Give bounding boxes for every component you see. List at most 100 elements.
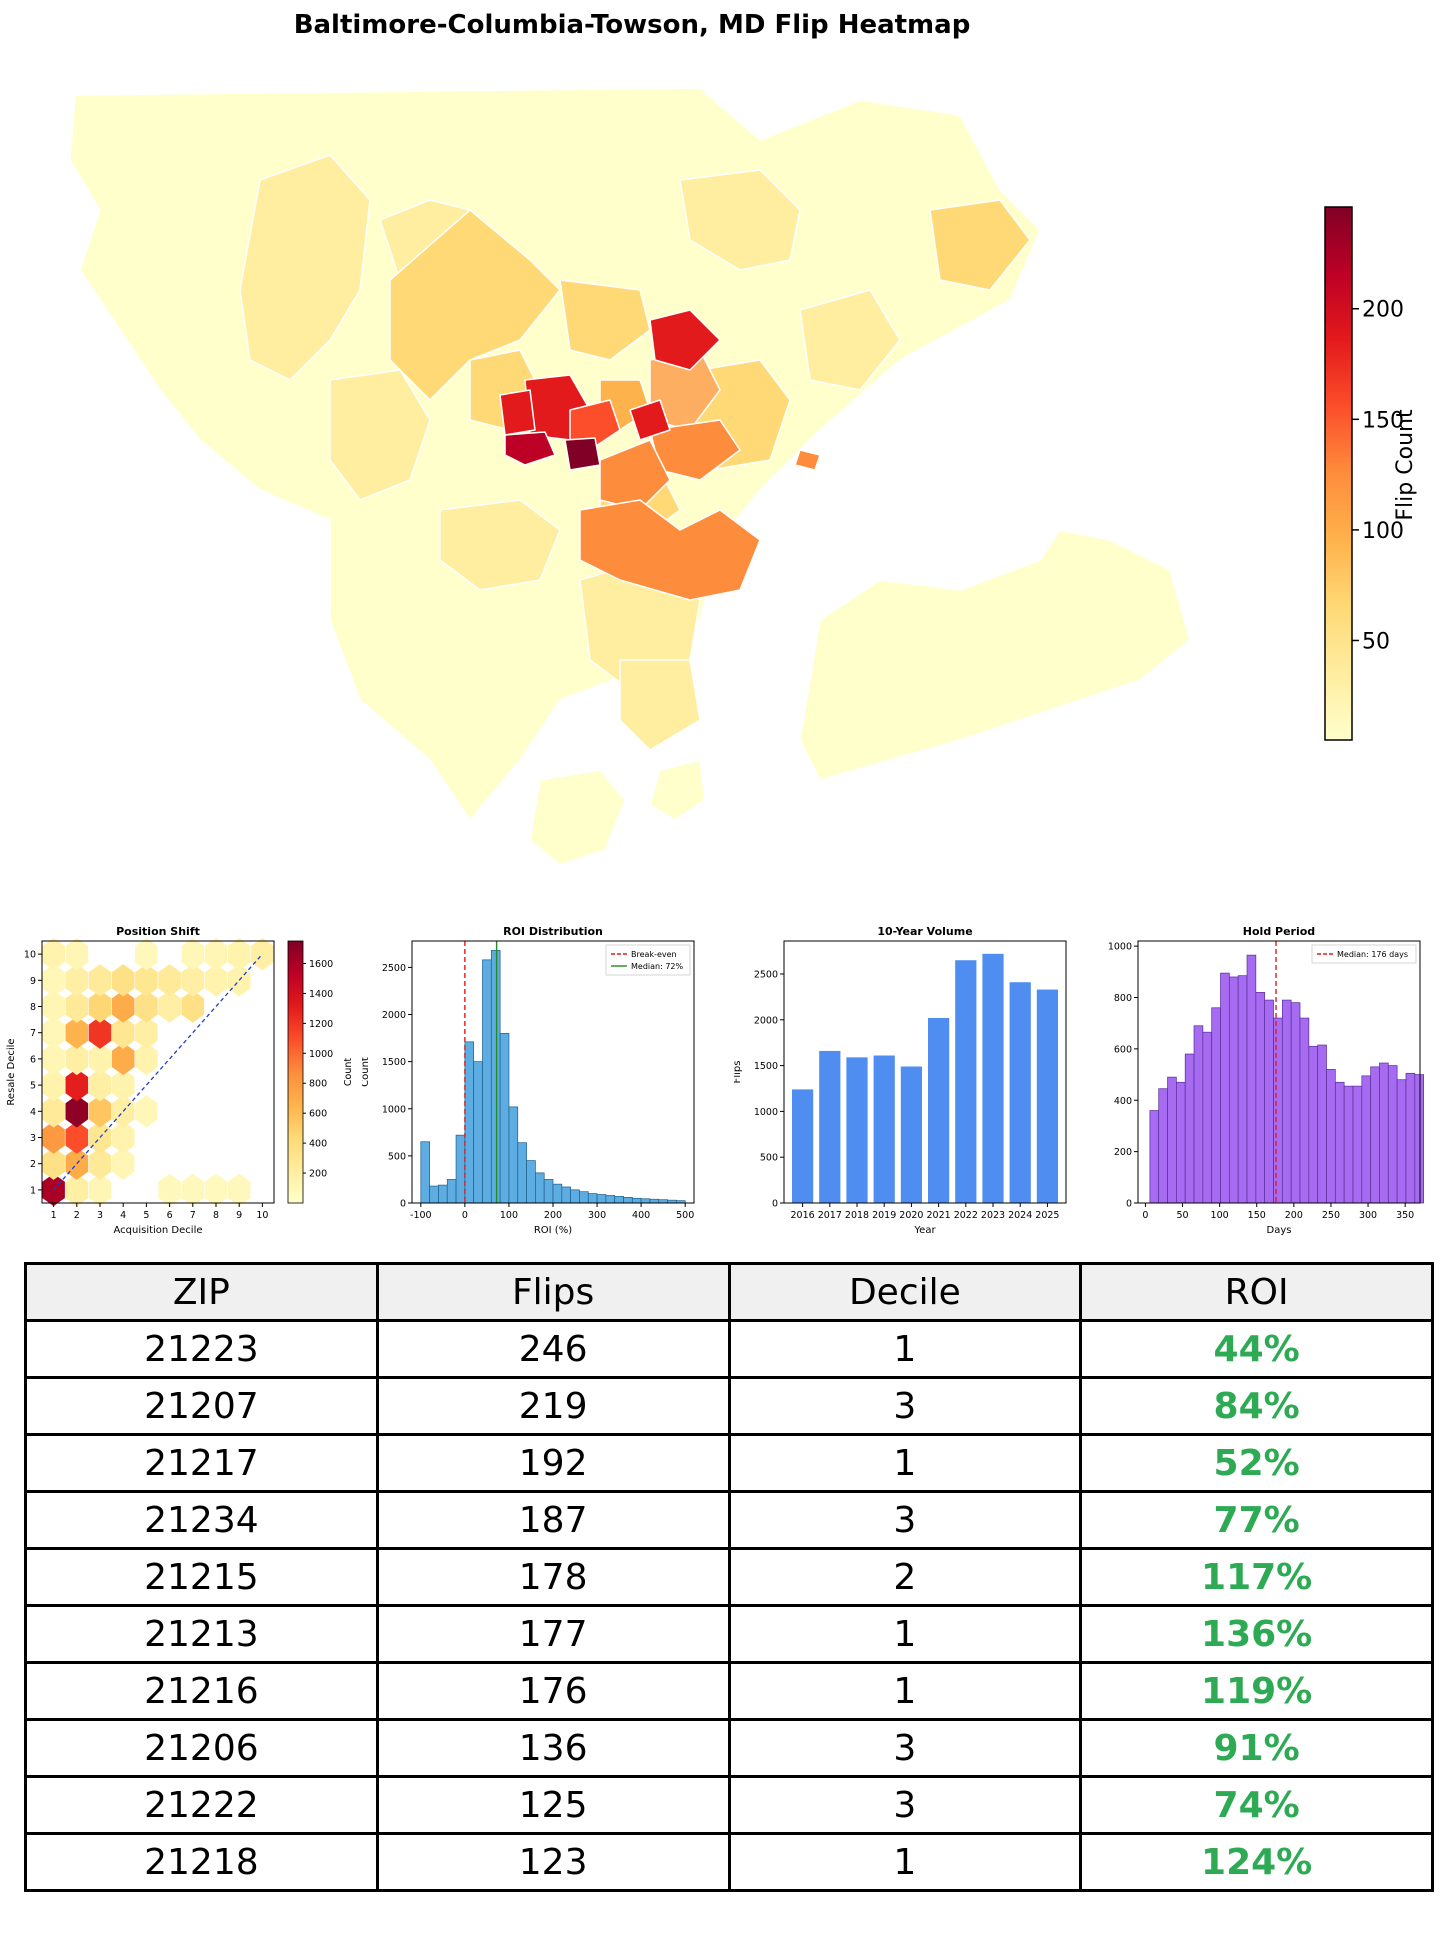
map-region <box>569 399 621 451</box>
map-colorbar-tick-label: 100 <box>1362 519 1404 544</box>
col-header-decile: Decile <box>727 1262 1083 1322</box>
histogram-bar <box>570 1189 580 1204</box>
hex-cell <box>42 937 65 971</box>
x-axis-label: Days <box>1267 1225 1292 1236</box>
histogram-bar <box>429 1185 439 1204</box>
map-colorbar: 50 100 150 200 Flip Count <box>1324 206 1418 741</box>
y-axis-label: Resale Decile <box>6 1038 17 1105</box>
hex-cell <box>158 964 181 997</box>
histogram-bar <box>1317 1044 1327 1204</box>
hold-period-panel: Hold Period Days Count 0 50 100 150 200 250 300 35… <box>1096 925 1424 1236</box>
y-tick-label: 2500 <box>382 963 406 974</box>
map-region <box>649 309 721 371</box>
y-tick-label: 400 <box>1114 1096 1132 1107</box>
histogram-bar <box>517 1142 527 1204</box>
cell-zip: 21234 <box>24 1490 379 1550</box>
hex-cell <box>227 964 251 997</box>
map-region <box>504 431 556 466</box>
histogram-bar <box>1334 1081 1345 1204</box>
x-tick-label: 300 <box>1359 1210 1377 1221</box>
volume-bar <box>1036 989 1059 1203</box>
histogram-bar <box>1370 1066 1380 1204</box>
hex-cell <box>135 1095 158 1128</box>
cell-roi: 74% <box>1079 1775 1434 1835</box>
x-tick-label: 10 <box>256 1210 268 1221</box>
x-tick-label: 2025 <box>1035 1210 1059 1221</box>
y-tick-label: 600 <box>1114 1044 1132 1055</box>
histogram-bar <box>552 1183 563 1204</box>
panel-title: Position Shift <box>116 925 200 938</box>
hex-cell <box>65 1147 89 1180</box>
colorbar-tick-label: 200 <box>309 1169 327 1180</box>
map-region <box>799 529 1191 781</box>
x-tick-label: 2023 <box>981 1210 1005 1221</box>
table-row: 21213 177 1 136% <box>24 1604 1434 1664</box>
histogram-bar <box>1352 1085 1363 1204</box>
hex-cell <box>65 937 89 971</box>
table-row: 21218 123 1 124% <box>24 1832 1434 1892</box>
histogram-bar <box>508 1106 519 1204</box>
map-region <box>629 399 671 441</box>
hex-cell <box>227 937 251 971</box>
histogram-bar <box>605 1195 616 1204</box>
hex-cell <box>65 1121 89 1154</box>
hex-cell <box>158 1173 181 1207</box>
cell-flips: 192 <box>375 1433 731 1493</box>
histogram-bar <box>499 1033 510 1204</box>
y-tick-label: 0 <box>772 1199 778 1210</box>
legend-box <box>605 944 691 976</box>
cell-roi: 84% <box>1079 1376 1434 1436</box>
cell-zip: 21213 <box>24 1604 379 1664</box>
y-tick-label: 1 <box>30 1185 36 1196</box>
hex-cell <box>88 1016 112 1049</box>
y-tick-label: 4 <box>30 1107 36 1118</box>
hex-cells <box>42 937 274 1207</box>
hex-cell <box>158 990 181 1023</box>
position-shift-panel: Position Shift Acquisition Decile Resale D… <box>6 925 354 1236</box>
histogram-bar <box>1220 972 1230 1204</box>
table-row: 21215 178 2 117% <box>24 1547 1434 1607</box>
x-tick-label: 350 <box>1396 1210 1414 1221</box>
y-tick-label: 1500 <box>382 1057 406 1068</box>
histogram-bar <box>1202 1031 1213 1204</box>
y-tick-label: 1000 <box>754 1107 778 1118</box>
map-colorbar-tick-label: 200 <box>1362 298 1404 323</box>
table-row: 21206 136 3 91% <box>24 1718 1434 1778</box>
cell-decile: 1 <box>727 1604 1083 1664</box>
hex-cell <box>42 964 65 997</box>
volume-bar <box>900 1066 923 1203</box>
volume-bar <box>955 960 977 1203</box>
hex-cell <box>88 1147 112 1180</box>
map-colorbar-label: Flip Count <box>1393 409 1418 521</box>
y-tick-label: 800 <box>1114 993 1132 1004</box>
hex-cell <box>65 990 89 1023</box>
hex-cell <box>181 937 205 971</box>
map-colorbar-gradient <box>1324 206 1353 741</box>
x-tick-label: 250 <box>1322 1210 1340 1221</box>
histogram-bar <box>1184 1053 1195 1204</box>
x-tick-label: 300 <box>588 1210 606 1221</box>
histogram-bar <box>543 1179 554 1204</box>
y-tick-label: 7 <box>30 1028 36 1039</box>
colorbar-tick-label: 800 <box>309 1079 327 1090</box>
hex-cell <box>88 1095 112 1128</box>
map-region <box>239 154 371 381</box>
histogram-bar <box>420 1141 430 1204</box>
map-region <box>649 759 706 821</box>
hex-cell <box>135 964 158 997</box>
table-row: 21207 219 3 84% <box>24 1376 1434 1436</box>
histogram-bar <box>1255 992 1266 1204</box>
histogram-bar <box>1308 1045 1319 1204</box>
hex-cell <box>111 1068 135 1102</box>
x-tick-label: 1 <box>51 1210 57 1221</box>
hex-cell <box>111 1016 135 1049</box>
cell-flips: 187 <box>375 1490 731 1550</box>
histogram-bar <box>1326 1069 1336 1204</box>
top-zip-table: ZIP Flips Decile ROI 21223 246 1 44% 21207 21… <box>24 1262 1434 1892</box>
hex-cell <box>135 937 158 971</box>
colorbar-tick-label: 1400 <box>309 989 333 1000</box>
histogram-bar <box>464 1041 475 1204</box>
x-tick-label: 2022 <box>954 1210 978 1221</box>
x-tick-label: 9 <box>236 1210 242 1221</box>
table-row: 21223 246 1 44% <box>24 1319 1434 1379</box>
